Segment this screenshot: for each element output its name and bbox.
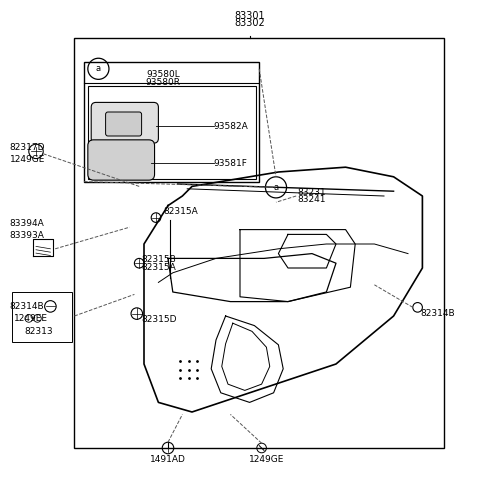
Text: 82315A: 82315A [163, 207, 198, 216]
Text: 83301: 83301 [234, 11, 265, 21]
Text: a: a [274, 183, 278, 192]
Text: 1249GE: 1249GE [249, 454, 284, 464]
Text: 1249GE: 1249GE [10, 156, 45, 164]
Text: 93582A: 93582A [214, 122, 248, 131]
Text: 82315D: 82315D [142, 315, 177, 325]
Text: 82314B: 82314B [420, 309, 455, 318]
FancyBboxPatch shape [74, 38, 444, 448]
Text: a: a [96, 64, 101, 73]
FancyBboxPatch shape [91, 102, 158, 143]
Text: 1491AD: 1491AD [150, 454, 186, 464]
Text: 1249EE: 1249EE [14, 314, 48, 323]
FancyBboxPatch shape [84, 61, 259, 182]
FancyBboxPatch shape [88, 140, 155, 180]
Text: 82315A: 82315A [142, 263, 176, 271]
Text: 93581F: 93581F [214, 159, 248, 168]
Text: 83241: 83241 [298, 195, 326, 204]
Text: 83231: 83231 [298, 188, 326, 197]
FancyBboxPatch shape [106, 112, 142, 136]
Text: 83302: 83302 [234, 18, 265, 28]
Text: 93580R: 93580R [146, 78, 180, 87]
Text: 82314B: 82314B [10, 302, 44, 311]
Text: 93580L: 93580L [146, 70, 180, 79]
Text: 82313: 82313 [24, 327, 53, 336]
FancyBboxPatch shape [88, 85, 256, 179]
Text: 83394A
83393A: 83394A 83393A [10, 219, 45, 240]
Text: 82315B: 82315B [142, 255, 176, 264]
Text: 82317D: 82317D [10, 143, 45, 152]
